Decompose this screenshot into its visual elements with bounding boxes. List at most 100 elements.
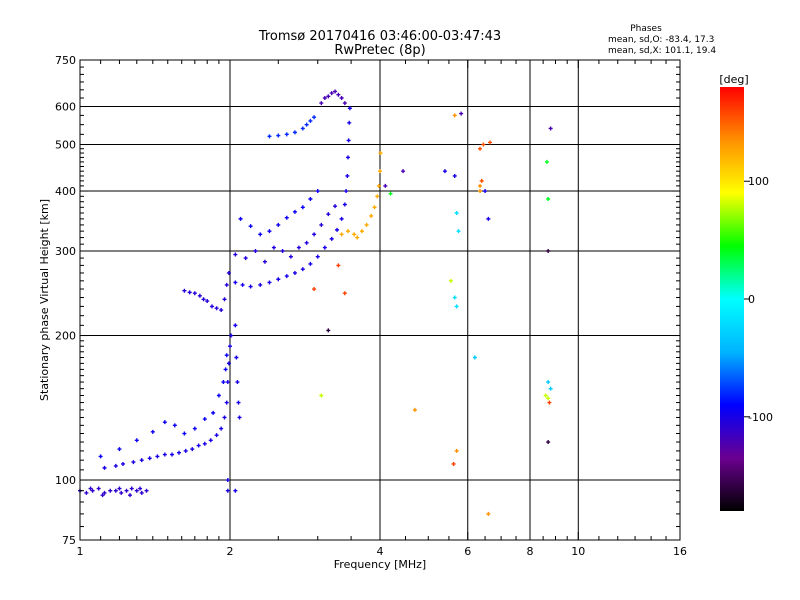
y-tick-label: 100 <box>55 474 76 487</box>
data-point <box>336 92 341 97</box>
data-point <box>124 488 129 493</box>
data-point <box>98 454 103 459</box>
data-point <box>253 249 258 254</box>
data-point <box>108 488 113 493</box>
data-point <box>342 202 347 207</box>
data-point <box>276 133 281 138</box>
data-point <box>339 232 344 237</box>
y-tick-label: 200 <box>55 330 76 343</box>
data-point <box>222 415 227 420</box>
data-point <box>478 189 483 194</box>
data-point <box>486 511 491 516</box>
data-point <box>451 461 456 466</box>
data-point <box>315 189 320 194</box>
data-point <box>202 441 207 446</box>
data-point <box>333 89 338 94</box>
data-point <box>372 205 377 210</box>
data-point <box>378 169 382 174</box>
x-tick-label: 8 <box>527 545 534 558</box>
data-point <box>319 393 324 398</box>
data-point <box>375 194 380 199</box>
data-point <box>117 447 122 452</box>
data-point <box>138 486 143 491</box>
data-point <box>383 183 388 188</box>
data-point <box>248 224 253 229</box>
data-point <box>546 197 551 202</box>
data-point <box>308 261 313 266</box>
data-point <box>483 189 488 194</box>
data-point <box>271 245 276 250</box>
data-point <box>139 490 144 495</box>
data-point <box>347 106 352 111</box>
data-point <box>187 290 192 295</box>
data-point <box>216 393 221 398</box>
y-tick-label: 750 <box>55 54 76 67</box>
data-point <box>312 232 317 237</box>
data-point <box>233 323 238 328</box>
data-point <box>543 393 548 398</box>
data-point <box>183 448 188 453</box>
data-points <box>78 89 553 516</box>
chart-subtitle: RwPretec (8p) <box>334 43 425 58</box>
data-point <box>369 213 374 218</box>
data-point <box>329 236 334 241</box>
data-point <box>292 209 297 214</box>
data-point <box>339 96 344 101</box>
data-point <box>452 295 457 300</box>
data-point <box>376 183 381 188</box>
data-point <box>229 333 234 338</box>
data-point <box>544 159 549 164</box>
data-point <box>222 297 227 302</box>
data-point <box>90 488 95 493</box>
x-tick-labels: 1 2 4 6 8 10 16 <box>77 545 688 558</box>
data-point <box>296 245 301 250</box>
data-point <box>326 212 331 217</box>
data-point <box>329 91 334 96</box>
data-point <box>225 488 230 493</box>
axis-ticks <box>79 59 681 541</box>
data-point <box>546 396 551 401</box>
data-point <box>117 486 122 491</box>
data-point <box>308 197 313 202</box>
data-point <box>129 486 134 491</box>
data-point <box>182 431 187 436</box>
data-point <box>345 155 350 160</box>
data-point <box>219 426 224 431</box>
data-point <box>280 249 285 254</box>
data-point <box>237 415 242 420</box>
data-point <box>262 259 267 264</box>
data-point <box>300 205 305 210</box>
data-point <box>192 291 197 296</box>
data-point <box>155 454 160 459</box>
data-point <box>134 438 139 443</box>
data-point <box>478 183 483 188</box>
data-point <box>88 486 93 491</box>
stats-o-mode: mean, sd,O: -83.4, 17.3 <box>608 35 714 45</box>
data-point <box>121 461 126 466</box>
data-point <box>147 456 152 461</box>
data-point <box>315 254 320 259</box>
data-point <box>326 328 331 333</box>
data-point <box>548 126 553 131</box>
data-point <box>459 111 464 116</box>
data-point <box>364 222 369 227</box>
data-point <box>214 433 219 438</box>
data-point <box>144 488 149 493</box>
data-point <box>478 146 483 151</box>
data-point <box>448 278 453 283</box>
data-point <box>226 361 231 366</box>
y-tick-label: 600 <box>55 101 76 114</box>
colorbar-tick-label: -100 <box>748 411 773 424</box>
data-point <box>211 410 216 415</box>
data-point <box>240 282 245 287</box>
data-point <box>267 134 272 139</box>
data-point <box>456 229 461 234</box>
data-point <box>344 189 349 194</box>
data-point <box>454 211 459 216</box>
data-point <box>342 291 347 296</box>
data-point <box>235 380 240 385</box>
y-axis-label: Stationary phase Virtual Height [km] <box>38 199 51 401</box>
x-tick-label: 16 <box>673 545 687 558</box>
data-point <box>219 308 224 313</box>
